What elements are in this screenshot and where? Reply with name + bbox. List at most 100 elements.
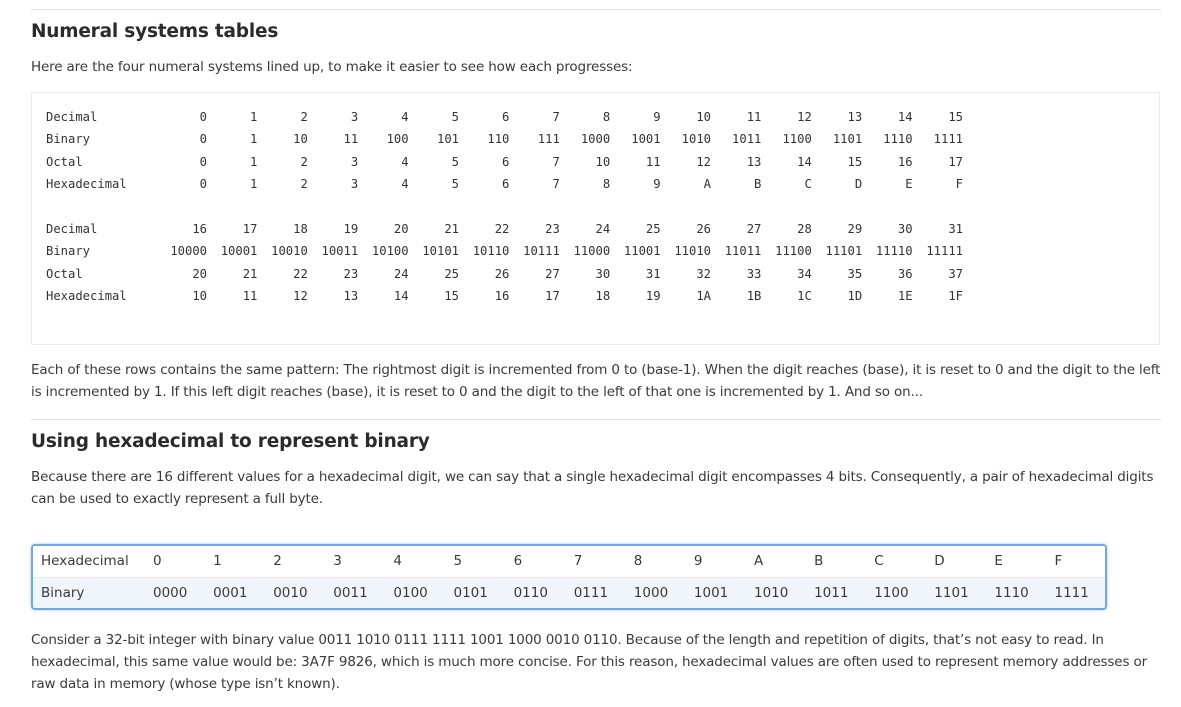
numeral-cell: 30 <box>595 266 611 281</box>
table-cell: 1110 <box>994 585 1029 601</box>
numeral-cell: 10 <box>192 289 207 304</box>
numeral-row-label: Decimal <box>46 110 98 124</box>
numeral-cell: 7 <box>552 110 560 124</box>
table-cell: 1 <box>213 553 222 569</box>
numeral-cell: 29 <box>847 222 863 236</box>
numeral-cell: 1 <box>250 154 258 169</box>
numeral-cell: 24 <box>393 266 409 281</box>
numeral-cell: 15 <box>444 289 459 304</box>
numeral-cell: 12 <box>293 289 308 304</box>
numeral-row-label: Hexadecimal <box>46 177 127 192</box>
table-cell: 3 <box>333 553 342 569</box>
numeral-cell: 11 <box>343 132 359 147</box>
table-cell: 4 <box>393 553 402 569</box>
hex-binary-conclusion-paragraph: Consider a 32-bit integer with binary va… <box>31 632 1148 692</box>
numeral-cell: 36 <box>897 266 913 281</box>
numeral-cell: 11101 <box>825 244 863 259</box>
numeral-cell: 1100 <box>782 132 812 147</box>
numeral-cell: 26 <box>494 266 510 281</box>
numeral-cell: 20 <box>393 222 409 236</box>
numeral-cell: 5 <box>451 154 459 169</box>
numeral-cell: 28 <box>797 222 812 236</box>
numeral-cell: 101 <box>436 132 459 147</box>
numeral-cell: 16 <box>897 154 913 169</box>
numeral-cell: 14 <box>897 110 913 124</box>
numeral-cell: 21 <box>242 266 258 281</box>
numeral-cell: 2 <box>300 110 308 124</box>
table-cell: 0 <box>153 553 162 569</box>
numeral-cell: 111 <box>537 132 560 147</box>
numeral-cell: 11 <box>242 289 258 304</box>
numeral-cell: 23 <box>545 222 560 236</box>
numeral-cell: 13 <box>847 110 863 124</box>
numeral-cell: B <box>754 177 762 192</box>
table-cell: 0000 <box>153 585 188 601</box>
table-cell: 1111 <box>1054 585 1089 601</box>
numeral-cell: 6 <box>502 110 510 124</box>
numeral-cell: 1110 <box>883 132 913 147</box>
numeral-row-octal: Octal 0 1 2 3 4 5 6 7 10 11 12 13 14 15 16 17 <box>46 152 1046 172</box>
numeral-cell: 26 <box>696 222 711 236</box>
table-cell: 0001 <box>213 585 248 601</box>
numeral-cell: 17 <box>948 154 963 169</box>
numeral-cell: 10 <box>696 110 711 124</box>
numeral-cell: 11100 <box>775 244 812 259</box>
numeral-cell: 0 <box>199 110 207 124</box>
numeral-cell: 13 <box>746 154 762 169</box>
numeral-cell: 3 <box>350 177 359 192</box>
table-cell: B <box>814 553 824 569</box>
numeral-cell: 19 <box>645 289 661 304</box>
numeral-cell: 34 <box>797 266 812 281</box>
numeral-cell: 19 <box>343 222 359 236</box>
numeral-cell: 12 <box>696 154 711 169</box>
numeral-cell: 1111 <box>933 132 963 147</box>
numeral-cell: 15 <box>948 110 963 124</box>
table-cell: 0010 <box>273 585 308 601</box>
numeral-cell: 11110 <box>875 244 913 259</box>
numeral-cell: A <box>703 177 711 192</box>
section-heading-hex-binary: Using hexadecimal to represent binary <box>31 431 430 452</box>
numeral-row-decimal: Decimal 16 17 18 19 20 21 22 23 24 25 26 27 28 29 30 31 <box>46 219 1046 239</box>
table-cell: 1100 <box>874 585 909 601</box>
numeral-cell: 0 <box>199 132 207 147</box>
numeral-cell: E <box>905 177 913 192</box>
numeral-cell: 10 <box>293 132 308 147</box>
numeral-cell: 10010 <box>271 244 308 259</box>
numeral-cell: 11011 <box>724 244 762 259</box>
numeral-cell: 13 <box>343 289 359 304</box>
numeral-row-label: Binary <box>46 244 91 259</box>
table-cell: 5 <box>453 553 463 569</box>
numeral-cell: 8 <box>602 110 611 124</box>
numeral-cell: 1010 <box>681 132 711 147</box>
numeral-cell: 32 <box>696 266 711 281</box>
divider <box>31 419 1161 420</box>
numeral-cell: 14 <box>797 154 812 169</box>
numeral-cell: 10 <box>595 154 611 169</box>
numeral-cell: C <box>804 177 812 192</box>
table-cell: 0110 <box>513 585 548 601</box>
table-cell: 1010 <box>754 585 789 601</box>
numeral-cell: 10111 <box>523 244 560 259</box>
numeral-systems-code-block: Decimal 0 1 2 3 4 5 6 7 8 9 10 11 12 13 14 15 Binary 0 1 10 1… <box>31 92 1160 345</box>
numeral-cell: 4 <box>401 110 409 124</box>
numeral-cell: 27 <box>545 266 560 281</box>
numeral-cell: 4 <box>401 154 409 169</box>
numeral-cell: 2 <box>300 154 308 169</box>
numeral-cell: 1001 <box>631 132 661 147</box>
numeral-cell: 6 <box>502 154 510 169</box>
numeral-row-decimal: Decimal 0 1 2 3 4 5 6 7 8 9 10 11 12 13 14 15 <box>46 107 1046 127</box>
table-cell: 2 <box>273 553 282 569</box>
hex-binary-table: Hexadecimal 0 1 2 3 4 5 6 7 8 9 A B C D E F Binary 0000 00… <box>31 544 1107 610</box>
numeral-cell: 16 <box>494 289 510 304</box>
numeral-cell: 27 <box>746 222 762 236</box>
numeral-cell: 6 <box>502 177 510 192</box>
numeral-cell: 14 <box>393 289 409 304</box>
numeral-cell: 0 <box>199 177 207 192</box>
section-heading-numeral-systems: Numeral systems tables <box>31 21 279 42</box>
numeral-cell: 1000 <box>580 132 611 147</box>
numeral-cell: 1E <box>897 289 913 304</box>
table-cell: 0101 <box>453 585 488 601</box>
table-cell: A <box>754 553 764 569</box>
numeral-cell: 33 <box>746 266 762 281</box>
